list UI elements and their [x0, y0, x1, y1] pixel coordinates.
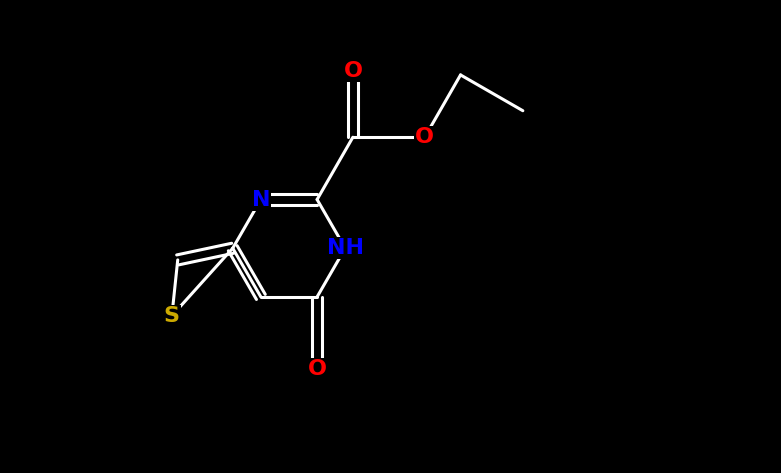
- Text: O: O: [308, 359, 326, 379]
- Text: O: O: [344, 61, 362, 81]
- Text: S: S: [164, 306, 180, 326]
- Text: N: N: [251, 190, 270, 210]
- Text: NH: NH: [326, 238, 364, 258]
- Text: O: O: [415, 127, 434, 147]
